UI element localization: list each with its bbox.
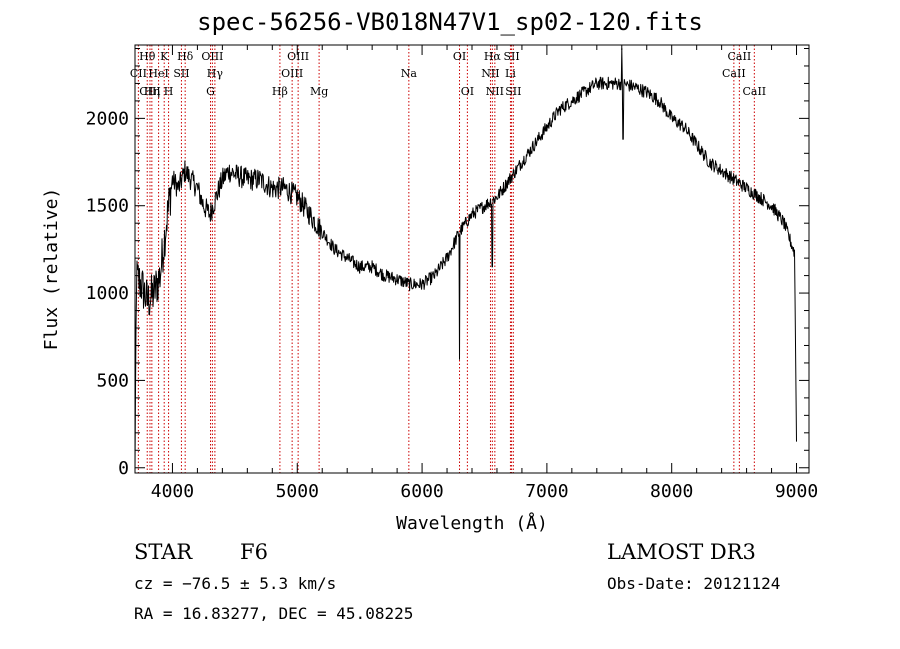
line-label-9: G [206,85,215,98]
x-tick-label-4: 8000 [650,481,693,502]
object-class: STAR [134,540,193,564]
spectral-lines-layer [137,45,755,473]
line-label-24: SII [505,85,521,98]
y-axis-label: Flux (relative) [41,188,62,351]
obs-date: Obs-Date: 20121124 [607,574,781,593]
line-label-3: Hη [144,85,160,98]
line-label-27: CaII [742,85,766,98]
y-tick-label-1: 500 [96,370,129,391]
x-tick-label-3: 7000 [525,481,568,502]
x-axis-label: Wavelength (Å) [396,512,548,534]
y-tick-label-0: 0 [118,458,129,479]
line-label-21: NII [486,85,504,98]
line-label-1: Hθ [139,50,156,63]
line-label-19: NII [481,67,499,80]
coordinates: RA = 16.83277, DEC = 45.08225 [134,604,414,623]
object-subclass: F6 [240,540,268,564]
line-label-23: SII [503,50,519,63]
x-tick-label-0: 4000 [151,481,194,502]
x-tick-label-5: 9000 [775,481,818,502]
y-tick-label-2: 1000 [86,283,129,304]
line-label-25: CaII [722,67,746,80]
line-label-4: HeI [148,67,168,80]
series-layer [134,48,797,471]
line-label-11: Hγ [207,67,224,80]
x-tick-label-2: 6000 [400,481,443,502]
line-label-26: CaII [728,50,752,63]
line-label-22: Li [505,67,516,80]
line-label-12: Hβ [272,85,288,98]
line-label-5: K [160,50,169,63]
redshift-readout: cz = −76.5 ± 5.3 km/s [134,574,337,593]
line-label-15: Mg [310,85,328,98]
line-label-7: SII [173,67,189,80]
line-label-16: Na [401,67,418,80]
y-tick-label-4: 2000 [86,108,129,129]
chart-title: spec-56256-VB018N47V1_sp02-120.fits [197,8,703,36]
y-tick-label-3: 1500 [86,196,129,217]
line-label-0: CII [130,67,147,80]
line-label-2: CIII [139,85,160,98]
spectrum-series [134,48,797,471]
plot-frame [134,44,810,474]
line-label-13: OIII [281,67,303,80]
line-label-14: OIII [287,50,309,63]
ticks-layer: 4000 5000 6000 7000 8000 9000 0 500 1000 1500 2000 [86,45,818,502]
line-label-10: OIII [201,50,223,63]
line-label-8: Hδ [177,50,194,63]
line-label-17: OI [453,50,466,63]
line-label-6: H [164,85,174,98]
line-label-20: Hα [484,50,502,63]
survey-name: LAMOST DR3 [607,540,756,564]
line-label-18: OI [461,85,474,98]
x-tick-label-1: 5000 [276,481,319,502]
